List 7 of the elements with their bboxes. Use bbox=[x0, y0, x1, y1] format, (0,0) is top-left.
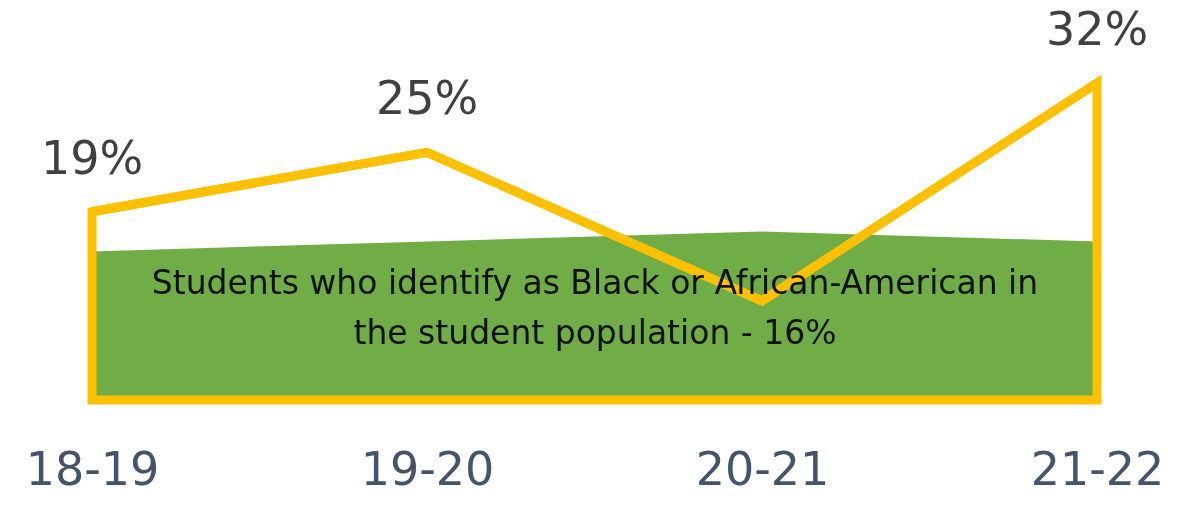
data-label: 19% bbox=[40, 130, 144, 185]
x-tick-label: 21-22 bbox=[1030, 441, 1165, 496]
x-tick-label: 20-21 bbox=[695, 441, 830, 496]
data-label: 25% bbox=[375, 71, 479, 126]
x-tick-label: 18-19 bbox=[25, 441, 160, 496]
x-tick-label: 19-20 bbox=[360, 441, 495, 496]
data-label: 32% bbox=[1045, 2, 1149, 56]
